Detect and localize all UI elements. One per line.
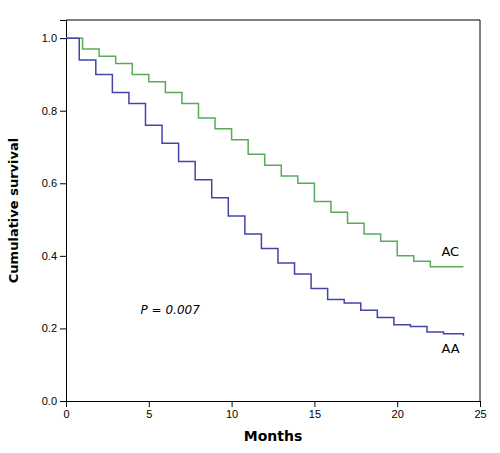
- tick-mark: [60, 401, 66, 402]
- tick: 0.8: [42, 105, 66, 117]
- y-axis: 0.0 0.2 0.4 0.6 0.8 1.0: [42, 21, 67, 408]
- tick-label: 25: [474, 408, 486, 420]
- series-label: AC: [441, 244, 459, 259]
- tick-mark: [60, 328, 66, 329]
- tick-mark: [480, 401, 481, 407]
- survival-curve: [66, 38, 463, 267]
- tick: 15: [309, 401, 321, 420]
- y-axis-title: Cumulative survival: [6, 138, 21, 283]
- tick-mark: [314, 401, 315, 407]
- tick-label: 15: [309, 408, 321, 420]
- tick-mark: [60, 111, 66, 112]
- tick-mark: [60, 256, 66, 257]
- tick-label: 0: [63, 408, 69, 420]
- tick-mark: [60, 183, 66, 184]
- tick: 0.6: [42, 177, 66, 189]
- tick: 10: [226, 401, 238, 420]
- tick-label: 20: [392, 408, 404, 420]
- tick-label: 0.8: [42, 105, 57, 117]
- tick-label: 0.2: [42, 322, 57, 334]
- tick-mark: [60, 38, 66, 39]
- chart: 0 5 10 15 20 25 0.0 0.2 0.4 0.6 0.8 1.0 AC AA P = 0.00…: [0, 0, 500, 453]
- frame-top: [66, 20, 480, 21]
- tick: 0.0: [42, 395, 66, 407]
- x-axis-title: Months: [244, 428, 303, 444]
- tick-mark: [397, 401, 398, 407]
- tick-label: 0.0: [42, 395, 57, 407]
- tick-label: 5: [146, 408, 152, 420]
- tick-mark: [149, 401, 150, 407]
- tick-label: 0.4: [42, 250, 57, 262]
- tick-label: 10: [226, 408, 238, 420]
- series-label: AA: [441, 341, 459, 356]
- x-axis: 0 5 10 15 20 25: [63, 401, 486, 420]
- series-group: [66, 38, 463, 336]
- survival-curve: [66, 38, 463, 336]
- tick: 1.0: [42, 32, 66, 44]
- tick: 0: [63, 401, 69, 420]
- tick: 0.2: [42, 322, 66, 334]
- tick: 5: [146, 401, 152, 420]
- tick-label: 1.0: [42, 32, 57, 44]
- x-axis-line: [67, 402, 481, 408]
- tick: 0.4: [42, 250, 66, 262]
- tick: 25: [474, 401, 486, 420]
- annotation: P = 0.007: [141, 303, 201, 317]
- y-axis-line: [60, 21, 67, 402]
- tick-label: 0.6: [42, 177, 57, 189]
- frame-right: [480, 20, 481, 401]
- plot: 0 5 10 15 20 25 0.0 0.2 0.4 0.6 0.8 1.0 AC AA P = 0.00…: [42, 20, 487, 420]
- tick-mark: [232, 401, 233, 407]
- tick: 20: [392, 401, 404, 420]
